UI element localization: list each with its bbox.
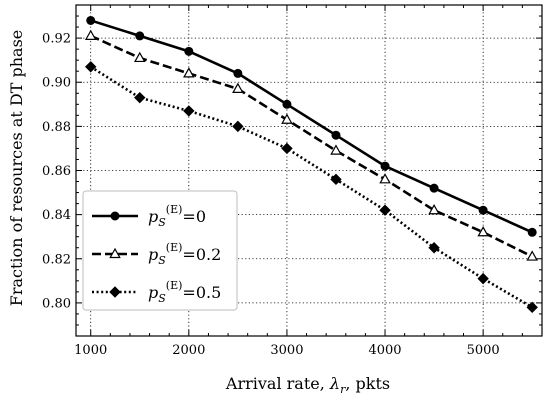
series-line xyxy=(90,34,533,258)
data-point xyxy=(134,91,146,104)
series-0 xyxy=(86,15,537,237)
y-tick-label: 0.92 xyxy=(42,32,71,47)
data-point xyxy=(281,113,293,124)
legend-label: pS(E)=0.2 xyxy=(148,241,221,267)
data-point xyxy=(281,142,293,155)
legend-label: pS(E)=0 xyxy=(148,203,206,229)
legend-marker xyxy=(109,286,121,298)
data-point xyxy=(478,205,488,215)
data-point xyxy=(183,105,195,117)
series-2 xyxy=(85,61,538,314)
tick-labels: 1000 2000 3000 4000 5000 0.80 0.82 0.84 0.86 0.88… xyxy=(42,32,500,358)
data-point xyxy=(85,61,97,73)
x-tick-label: 5000 xyxy=(467,343,500,358)
data-point xyxy=(233,68,243,78)
data-point xyxy=(133,51,146,63)
data-point xyxy=(330,173,342,186)
data-point xyxy=(428,203,440,215)
data-point xyxy=(429,183,439,193)
data-point xyxy=(526,250,538,261)
y-axis-label: Fraction of resources at DT phase xyxy=(7,30,26,307)
legend: pS(E)=0 pS(E)=0.2 pS(E)=0.5 xyxy=(82,190,238,311)
y-tick-label: 0.88 xyxy=(42,120,71,135)
legend-entry-1: pS(E)=0.2 xyxy=(92,241,221,267)
data-point xyxy=(232,82,244,93)
y-tick-label: 0.86 xyxy=(42,164,71,179)
data-point xyxy=(477,272,489,285)
data-point xyxy=(330,144,342,155)
x-tick-label: 2000 xyxy=(172,343,205,358)
y-tick-label: 0.80 xyxy=(42,296,71,311)
data-point xyxy=(428,242,440,254)
data-point xyxy=(282,99,292,109)
y-tick-label: 0.84 xyxy=(42,208,71,223)
series-line xyxy=(90,65,533,309)
data-point xyxy=(477,226,489,237)
series-layer xyxy=(84,15,538,314)
data-point xyxy=(331,130,341,140)
data-point xyxy=(526,301,538,314)
data-point xyxy=(86,15,96,25)
legend-label: pS(E)=0.5 xyxy=(148,279,221,305)
legend-box xyxy=(82,190,238,311)
legend-entry-0: pS(E)=0 xyxy=(92,203,206,229)
data-point xyxy=(527,227,537,237)
data-point xyxy=(184,46,194,56)
legend-marker xyxy=(109,247,121,259)
series-1 xyxy=(84,29,538,261)
data-point xyxy=(183,67,195,78)
data-point xyxy=(379,173,391,184)
series-line xyxy=(90,19,533,234)
x-axis-label: Arrival rate, λr, pkts xyxy=(225,374,390,396)
grid xyxy=(76,5,542,336)
x-tick-label: 3000 xyxy=(270,343,303,358)
y-tick-label: 0.82 xyxy=(42,252,71,267)
x-tick-label: 4000 xyxy=(368,343,401,358)
x-tick-label: 1000 xyxy=(74,343,107,358)
y-tick-label: 0.90 xyxy=(42,76,71,91)
data-point xyxy=(135,31,145,41)
data-point xyxy=(380,161,390,171)
data-point xyxy=(232,120,244,133)
legend-marker xyxy=(110,211,120,221)
legend-entry-2: pS(E)=0.5 xyxy=(92,279,221,305)
axis-ticks xyxy=(76,4,543,337)
data-point xyxy=(379,204,391,216)
data-point xyxy=(84,29,97,40)
